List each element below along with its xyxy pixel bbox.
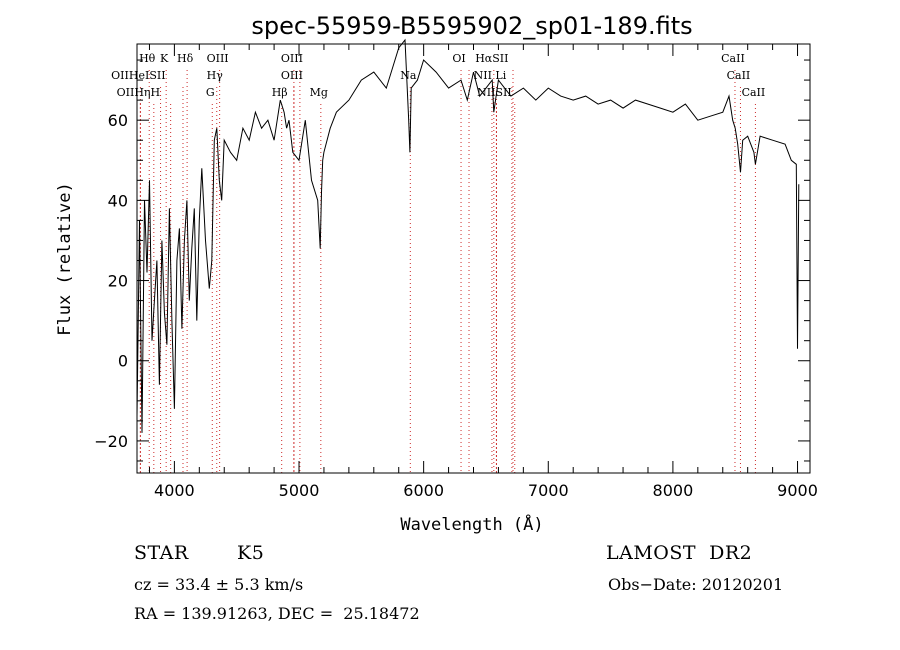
- observation-date: Obs−Date: 20120201: [608, 575, 784, 594]
- line-label-k: K: [160, 52, 169, 65]
- object-subclass: K5: [237, 542, 265, 564]
- line-label-h-beta: Hβ: [272, 86, 288, 99]
- line-label-na: Na: [400, 69, 417, 82]
- object-class: STAR: [134, 542, 189, 564]
- y-tick-label-20: 20: [108, 272, 128, 291]
- axis-ticks: 4000 5000 6000 7000 8000 9000 −20 0 20 40 60: [94, 44, 818, 500]
- spectrum-line: [136, 38, 800, 433]
- survey-name: LAMOST DR2: [606, 542, 753, 564]
- y-tick-label-40: 40: [108, 191, 128, 210]
- line-label-oiii-mid: OIII: [281, 52, 303, 65]
- line-label-mg: Mg: [310, 86, 328, 99]
- x-tick-label-4000: 4000: [154, 481, 195, 500]
- line-label-oii-hei-sii: OIIHeISII: [111, 69, 165, 82]
- x-tick-label-5000: 5000: [279, 481, 320, 500]
- coordinates: RA = 139.91263, DEC = 25.18472: [134, 604, 420, 623]
- plot-frame: [136, 43, 811, 474]
- line-label-oiii-2: OIII: [281, 69, 303, 82]
- x-tick-label-7000: 7000: [528, 481, 569, 500]
- emission-line-markers: [139, 70, 756, 473]
- line-label-caii-low: CaII: [742, 86, 766, 99]
- x-tick-label-8000: 8000: [653, 481, 694, 500]
- line-label-caii-mid: CaII: [727, 69, 751, 82]
- line-label-h-gamma: Hγ: [207, 69, 224, 82]
- radial-velocity: cz = 33.4 ± 5.3 km/s: [134, 575, 304, 594]
- line-label-h-alpha-sii: HαSII: [475, 52, 508, 65]
- line-label-g: G: [206, 86, 215, 99]
- line-label-oiii-top: OIII: [207, 52, 229, 65]
- line-label-h-theta: Hθ: [139, 52, 156, 65]
- x-axis-label: Wavelength (Å): [400, 513, 543, 535]
- line-label-caii-top: CaII: [721, 52, 745, 65]
- line-label-oii-h-eta-h: OIIHηH: [117, 86, 160, 99]
- line-label-oi: OI: [452, 52, 465, 65]
- x-tick-label-6000: 6000: [403, 481, 444, 500]
- x-tick-label-9000: 9000: [777, 481, 818, 500]
- line-label-nii-sii: NIISII: [477, 86, 512, 99]
- chart-title: spec-55959-B5595902_sp01-189.fits: [251, 12, 692, 40]
- y-axis-label: Flux (relative): [55, 182, 75, 336]
- line-label-nii-li: NII Li: [474, 69, 507, 82]
- y-tick-label--20: −20: [94, 432, 128, 451]
- y-tick-label-60: 60: [108, 111, 128, 130]
- emission-line-labels: Hθ K Hδ OIII OIII OI HαSII CaII OIIHeISII Hγ OIII N…: [111, 52, 765, 99]
- line-label-h-delta: Hδ: [177, 52, 194, 65]
- y-tick-label-0: 0: [118, 352, 128, 371]
